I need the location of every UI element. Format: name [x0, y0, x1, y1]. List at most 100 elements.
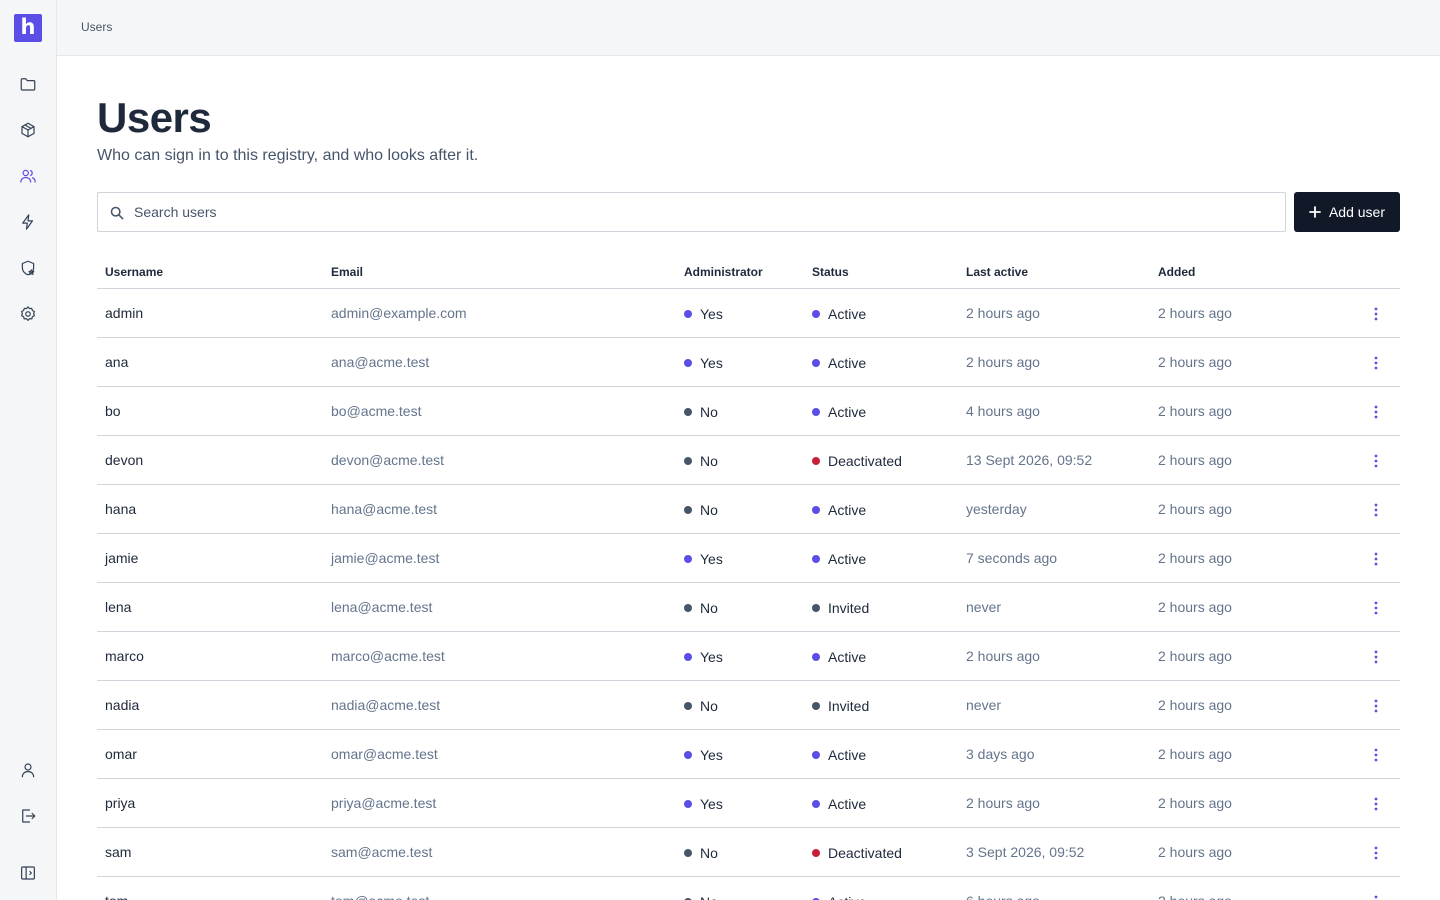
row-actions-button[interactable]	[1365, 795, 1387, 813]
table-row[interactable]: lena lena@acme.test No Invited never 2 hours …	[97, 583, 1400, 632]
username-cell[interactable]: marco	[105, 648, 144, 664]
row-actions-button[interactable]	[1365, 403, 1387, 421]
user-icon	[21, 763, 35, 778]
add-user-button[interactable]: Add user	[1294, 192, 1400, 232]
sidebar: h	[0, 0, 57, 900]
column-header-added[interactable]: Added	[1158, 265, 1196, 279]
users-icon	[20, 169, 36, 183]
more-vertical-icon	[1374, 405, 1378, 419]
row-actions-button[interactable]	[1365, 599, 1387, 617]
status-indicator-dot	[812, 506, 820, 514]
admin-value: No	[700, 845, 718, 861]
status-cell: Deactivated	[812, 845, 902, 861]
username-cell[interactable]: tom	[105, 893, 128, 900]
breadcrumb-current[interactable]: Users	[81, 20, 113, 34]
column-header-status[interactable]: Status	[812, 265, 849, 279]
row-actions-button[interactable]	[1365, 697, 1387, 715]
more-vertical-icon	[1374, 552, 1378, 566]
status-badge: Active	[828, 404, 867, 420]
row-actions-button[interactable]	[1365, 844, 1387, 862]
column-header-username[interactable]: Username	[105, 265, 164, 279]
status-indicator-dot	[812, 751, 820, 759]
email-cell: admin@example.com	[331, 305, 467, 321]
gear-icon	[21, 306, 35, 321]
email-cell: priya@acme.test	[331, 795, 437, 811]
added-cell: 2 hours ago	[1158, 550, 1232, 566]
table-row[interactable]: hana hana@acme.test No Active yesterday 2 hou…	[97, 485, 1400, 534]
status-cell: Active	[812, 796, 866, 812]
administrator-cell: Yes	[684, 649, 723, 665]
column-header-email[interactable]: Email	[331, 265, 364, 279]
administrator-cell: No	[684, 404, 718, 420]
sidebar-item-security[interactable]	[17, 257, 39, 279]
table-row[interactable]: sam sam@acme.test No Deactivated 3 Sept 2026…	[97, 828, 1400, 877]
app-logo[interactable]: h	[14, 14, 42, 42]
row-actions-button[interactable]	[1365, 354, 1387, 372]
sidebar-item-logout[interactable]	[17, 805, 39, 827]
more-vertical-icon	[1374, 601, 1378, 615]
username-cell[interactable]: admin	[105, 305, 144, 321]
column-header-last-active[interactable]: Last active	[966, 265, 1029, 279]
status-indicator-dot	[812, 555, 820, 563]
table-row[interactable]: bo bo@acme.test No Active 4 hours ago 2 hours…	[97, 387, 1400, 436]
more-vertical-icon	[1374, 307, 1378, 321]
status-badge: Active	[828, 355, 867, 371]
row-actions-button[interactable]	[1365, 746, 1387, 764]
username-cell[interactable]: ana	[105, 354, 129, 370]
sidebar-item-packages[interactable]	[17, 119, 39, 141]
users-table: Username Email Administrator Status Last…	[97, 256, 1400, 900]
row-actions-button[interactable]	[1365, 648, 1387, 666]
table-row[interactable]: devon devon@acme.test No Deactivated 13 Sept…	[97, 436, 1400, 485]
username-cell[interactable]: jamie	[105, 550, 139, 566]
table-row[interactable]: jamie jamie@acme.test Yes Active 7 seconds a…	[97, 534, 1400, 583]
username-cell[interactable]: priya	[105, 795, 136, 811]
search-input[interactable]	[134, 193, 1274, 231]
table-row[interactable]: ana ana@acme.test Yes Active 2 hours ago 2 ho…	[97, 338, 1400, 387]
last-active-cell: 2 hours ago	[966, 354, 1040, 370]
status-cell: Active	[812, 306, 866, 322]
row-actions-button[interactable]	[1365, 452, 1387, 470]
username-cell[interactable]: sam	[105, 844, 132, 860]
table-row[interactable]: marco marco@acme.test Yes Active 2 hours ago…	[97, 632, 1400, 681]
admin-indicator-dot	[684, 555, 692, 563]
status-indicator-dot	[812, 359, 820, 367]
added-cell: 2 hours ago	[1158, 893, 1232, 900]
email-cell: marco@acme.test	[331, 648, 445, 664]
table-row[interactable]: tom tom@acme.test No Active 6 hours ago 2 hou…	[97, 877, 1400, 900]
username-cell[interactable]: omar	[105, 746, 137, 762]
table-row[interactable]: nadia nadia@acme.test No Invited never 2 hour…	[97, 681, 1400, 730]
more-vertical-icon	[1374, 503, 1378, 517]
username-cell[interactable]: hana	[105, 501, 137, 517]
added-cell: 2 hours ago	[1158, 501, 1232, 517]
sidebar-item-repositories[interactable]	[17, 73, 39, 95]
table-row[interactable]: omar omar@acme.test Yes Active 3 days ago 2 h…	[97, 730, 1400, 779]
sidebar-item-settings[interactable]	[17, 303, 39, 325]
row-actions-button[interactable]	[1365, 550, 1387, 568]
sidebar-item-activity[interactable]	[17, 211, 39, 233]
table-row[interactable]: priya priya@acme.test Yes Active 2 hours ago…	[97, 779, 1400, 828]
sidebar-item-profile[interactable]	[17, 759, 39, 781]
admin-indicator-dot	[684, 310, 692, 318]
last-active-cell: 2 hours ago	[966, 795, 1040, 811]
folder-icon	[20, 78, 36, 91]
top-bar: Users	[57, 0, 1440, 56]
table-row[interactable]: admin admin@example.com Yes Active 2 hours a…	[97, 289, 1400, 338]
username-cell[interactable]: devon	[105, 452, 144, 468]
column-header-administrator[interactable]: Administrator	[684, 265, 763, 279]
username-cell[interactable]: bo	[105, 403, 121, 419]
administrator-cell: Yes	[684, 796, 723, 812]
username-cell[interactable]: nadia	[105, 697, 140, 713]
row-actions-button[interactable]	[1365, 893, 1387, 900]
admin-value: No	[700, 600, 718, 616]
username-cell[interactable]: lena	[105, 599, 132, 615]
last-active-cell: 4 hours ago	[966, 403, 1040, 419]
row-actions-button[interactable]	[1365, 501, 1387, 519]
administrator-cell: Yes	[684, 355, 723, 371]
more-vertical-icon	[1374, 895, 1378, 899]
sidebar-collapse-toggle[interactable]	[17, 862, 39, 884]
row-actions-button[interactable]	[1365, 305, 1387, 323]
admin-indicator-dot	[684, 457, 692, 465]
sidebar-item-users[interactable]	[17, 165, 39, 187]
more-vertical-icon	[1374, 699, 1378, 713]
status-indicator-dot	[812, 800, 820, 808]
